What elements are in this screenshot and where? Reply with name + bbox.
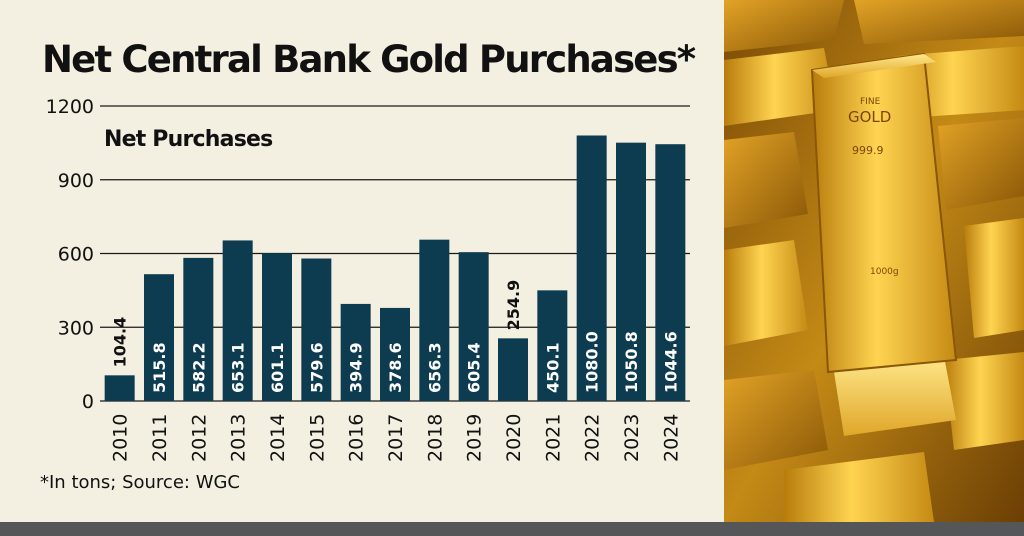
x-tick-label: 2013 [228,414,250,462]
chart-panel: Net Central Bank Gold Purchases* 0 300 600… [40,38,697,493]
bar [222,240,253,401]
bar-engraving-fine: FINE [860,97,881,107]
y-tick-label: 300 [58,317,94,339]
bar-value-label: 582.2 [189,342,208,393]
bar-value-label: 104.4 [111,317,130,368]
x-tick-label: 2012 [188,414,210,462]
y-tick-label: 1200 [46,96,94,118]
bar-chart: 0 300 600 900 1200 Net Purchases 104.4 2010 515.… [46,96,690,462]
bar-value-label: 1080.0 [583,331,602,393]
bar [380,307,410,401]
x-tick-label: 2019 [464,414,486,462]
bar-value-label: 1044.6 [661,331,680,393]
x-tick-label: 2010 [110,414,132,462]
y-tick-label: 0 [82,391,94,413]
bar [655,144,686,401]
bar-value-label: 394.9 [347,342,366,393]
bar-value-label: 601.1 [268,342,287,393]
bar [104,375,135,401]
x-tick-label: 2022 [582,414,604,462]
footer-bar [0,522,1024,536]
bar [616,142,646,401]
x-tick-label: 2014 [267,414,289,462]
bar [458,252,489,401]
source-footnote: *In tons; Source: WGC [40,472,241,493]
y-tick-label: 600 [58,244,94,266]
bar [576,135,607,401]
bar-value-label: 579.6 [307,342,326,393]
x-tick-label: 2018 [424,414,446,462]
bar [537,290,568,401]
bar-value-label: 656.3 [425,342,444,393]
bar-engraving-weight: 1000g [870,267,899,277]
bar-value-label: 1050.8 [622,331,641,393]
bar [498,338,528,401]
bar-engraving-gold: GOLD [848,108,891,126]
x-tick-label: 2021 [542,414,564,462]
bar [301,258,332,401]
bar [144,274,174,401]
y-axis-label: Net Purchases [104,127,273,152]
y-tick-label: 900 [58,170,94,192]
chart-title: Net Central Bank Gold Purchases* [42,38,696,81]
bar-value-label: 605.4 [465,342,484,393]
bar-value-label: 450.1 [543,342,562,393]
bar [183,257,214,401]
x-tick-label: 2011 [149,414,171,462]
x-tick-label: 2015 [306,414,328,462]
bar-value-label: 378.6 [386,342,405,393]
main-gold-bar: FINE GOLD 999.9 1000g [810,52,958,374]
x-tick-label: 2024 [660,414,682,462]
bar-engraving-purity: 999.9 [852,144,884,157]
bar-value-label: 653.1 [229,342,248,393]
x-tick-label: 2016 [346,414,368,462]
bar [262,253,292,401]
bar-value-label: 254.9 [504,280,523,331]
bar [419,239,450,401]
x-tick-label: 2020 [503,414,525,462]
x-tick-label: 2017 [385,414,407,462]
x-tick-label: 2023 [621,414,643,462]
gold-bars-photo: FINE GOLD 999.9 1000g [724,0,1024,522]
bar-value-label: 515.8 [150,342,169,393]
bar [340,303,371,401]
